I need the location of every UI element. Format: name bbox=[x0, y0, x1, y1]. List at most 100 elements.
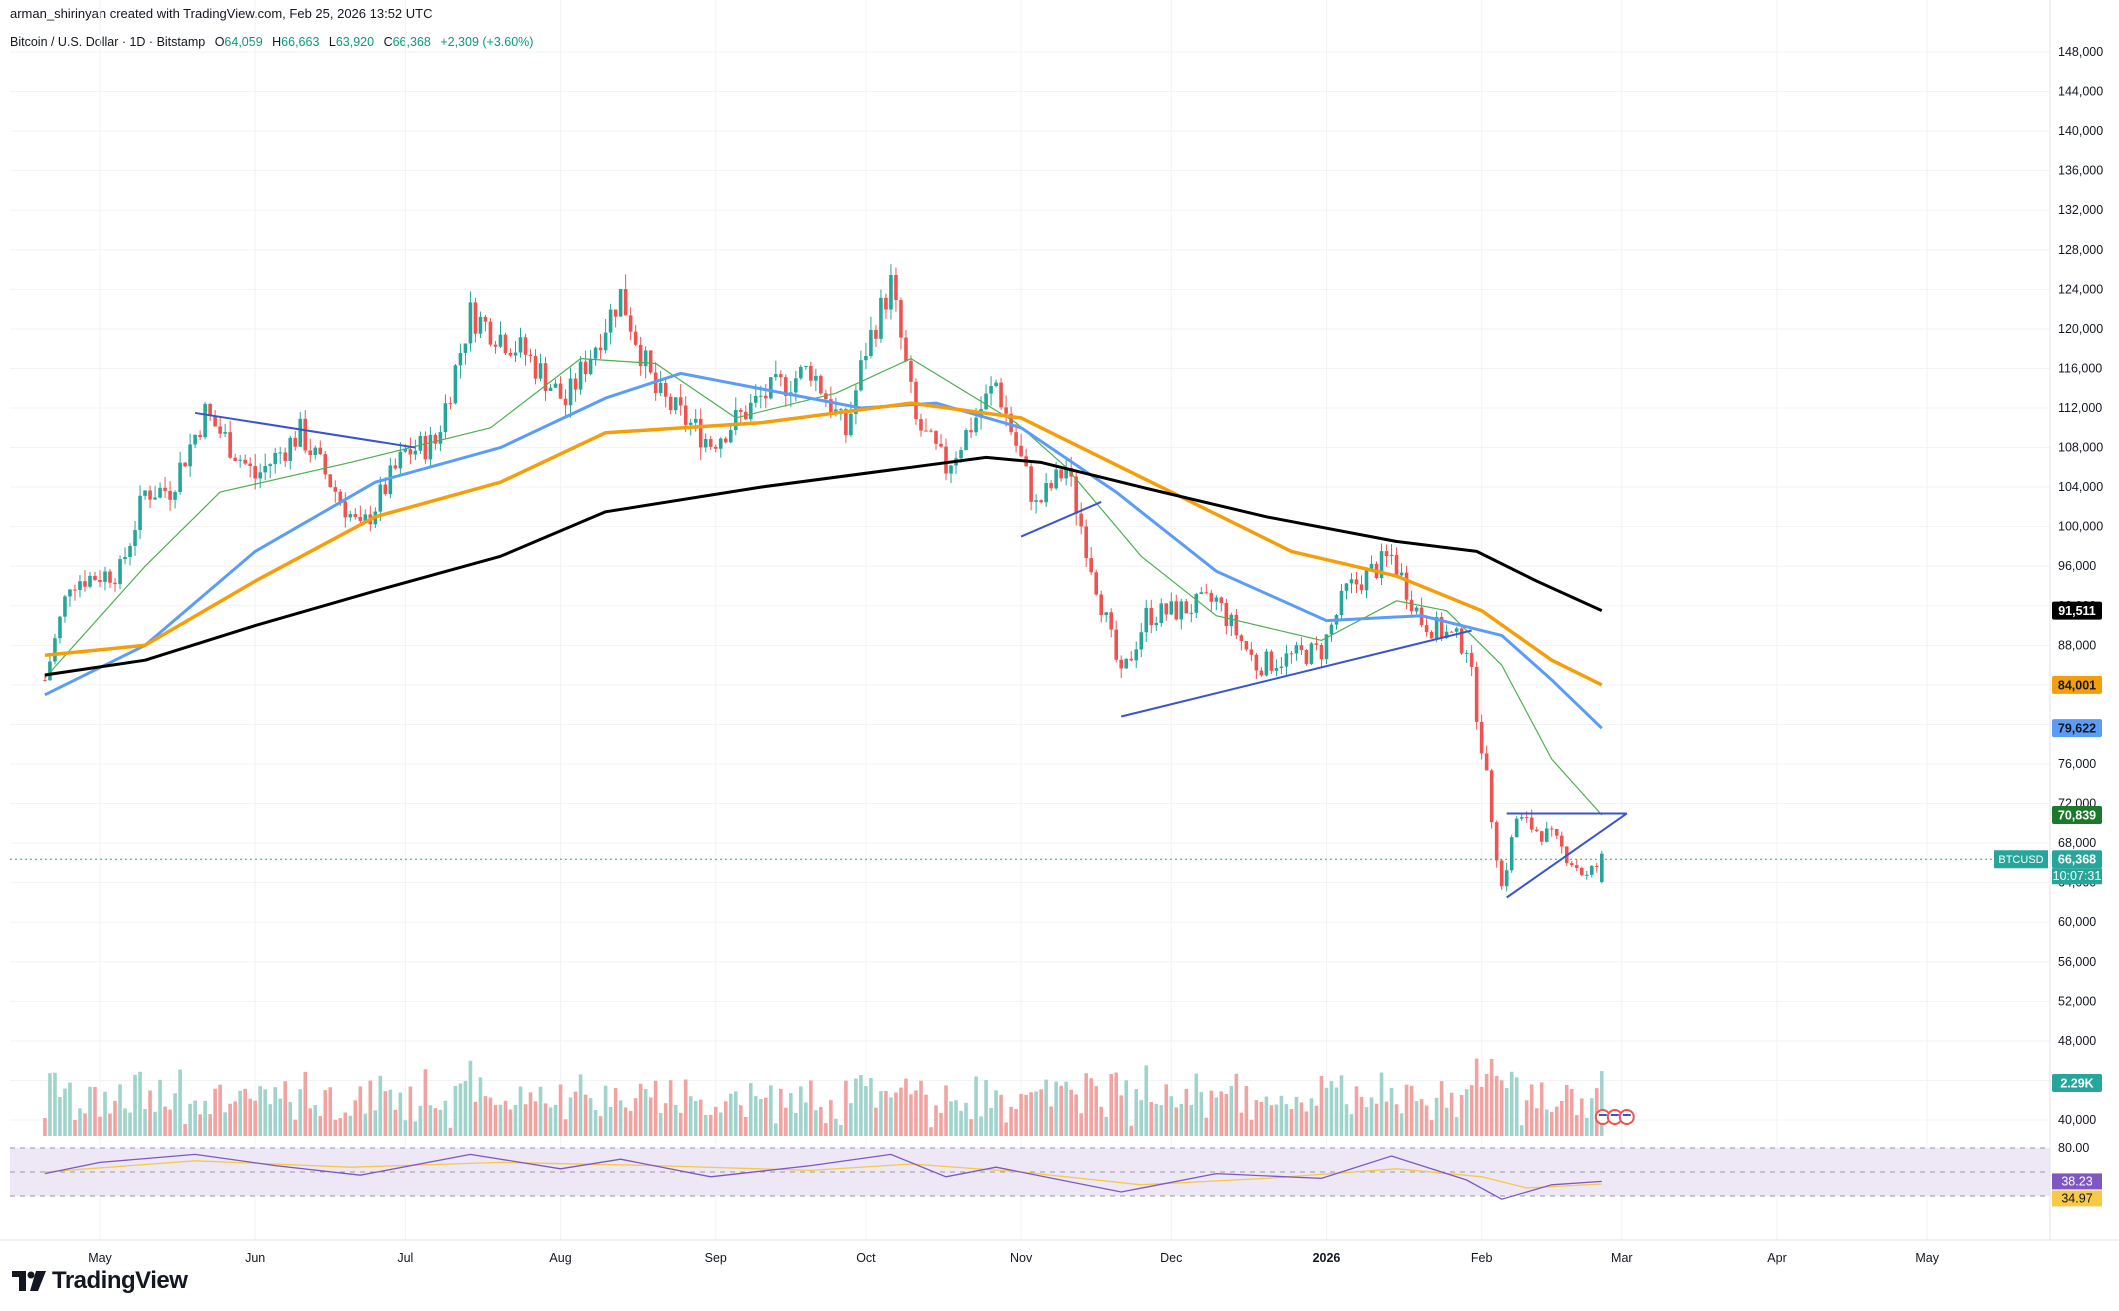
candle-body[interactable] bbox=[869, 329, 873, 357]
candle-body[interactable] bbox=[1109, 612, 1114, 630]
candle-body[interactable] bbox=[583, 361, 588, 375]
candle-body[interactable] bbox=[1049, 483, 1053, 489]
candle-body[interactable] bbox=[1394, 554, 1399, 576]
candle-body[interactable] bbox=[58, 616, 62, 639]
candle-body[interactable] bbox=[193, 434, 197, 445]
candle-body[interactable] bbox=[93, 575, 97, 581]
candle-body[interactable] bbox=[183, 462, 187, 467]
candle-body[interactable] bbox=[558, 383, 563, 399]
candle-body[interactable] bbox=[223, 432, 227, 434]
candle-body[interactable] bbox=[1339, 590, 1344, 616]
candle-body[interactable] bbox=[693, 418, 698, 423]
price-axis[interactable]: 148,000 144,000 140,000 136,000 132,000 128,0… bbox=[2058, 45, 2103, 1127]
candle-body[interactable] bbox=[934, 430, 938, 444]
rsi-pane[interactable]: 80.00 bbox=[10, 1141, 2089, 1200]
candle-body[interactable] bbox=[428, 434, 433, 460]
candle-body[interactable] bbox=[1434, 616, 1439, 639]
candle-body[interactable] bbox=[1034, 500, 1038, 502]
candle-body[interactable] bbox=[673, 397, 678, 411]
candle-body[interactable] bbox=[278, 452, 283, 454]
candle-body[interactable] bbox=[393, 465, 398, 469]
candle-body[interactable] bbox=[1079, 513, 1083, 527]
candle-body[interactable] bbox=[1584, 874, 1589, 876]
candle-body[interactable] bbox=[1269, 651, 1274, 671]
candle-body[interactable] bbox=[613, 309, 618, 317]
candle-body[interactable] bbox=[1029, 466, 1033, 502]
candle-body[interactable] bbox=[794, 378, 798, 393]
event-flag-icon[interactable] bbox=[1618, 1109, 1635, 1125]
candle-body[interactable] bbox=[1359, 584, 1364, 591]
candle-body[interactable] bbox=[378, 484, 383, 512]
candle-body[interactable] bbox=[443, 403, 448, 433]
candle-body[interactable] bbox=[718, 438, 723, 449]
candle-body[interactable] bbox=[969, 430, 973, 433]
candle-body[interactable] bbox=[118, 559, 122, 585]
candle-body[interactable] bbox=[198, 434, 202, 438]
candle-body[interactable] bbox=[68, 589, 72, 597]
candle-body[interactable] bbox=[208, 403, 212, 416]
candle-body[interactable] bbox=[1159, 603, 1164, 623]
candle-body[interactable] bbox=[623, 288, 628, 316]
trend-line[interactable] bbox=[194, 411, 416, 449]
candle-body[interactable] bbox=[819, 375, 823, 394]
candle-body[interactable] bbox=[293, 437, 298, 447]
candle-body[interactable] bbox=[248, 463, 252, 467]
candle-body[interactable] bbox=[648, 350, 653, 373]
candle-body[interactable] bbox=[1279, 666, 1284, 669]
candle-body[interactable] bbox=[88, 575, 92, 587]
candle-body[interactable] bbox=[253, 466, 257, 479]
candle-body[interactable] bbox=[698, 418, 703, 448]
candle-body[interactable] bbox=[829, 399, 833, 414]
candle-body[interactable] bbox=[1249, 649, 1254, 655]
candle-body[interactable] bbox=[423, 435, 428, 460]
candle-body[interactable] bbox=[1534, 829, 1539, 832]
candle-body[interactable] bbox=[914, 381, 918, 420]
candle-body[interactable] bbox=[1124, 658, 1129, 669]
candle-body[interactable] bbox=[508, 353, 513, 356]
candle-body[interactable] bbox=[1319, 644, 1324, 660]
candle-body[interactable] bbox=[478, 316, 483, 334]
candle-body[interactable] bbox=[578, 361, 583, 390]
candle-body[interactable] bbox=[814, 375, 818, 381]
candle-body[interactable] bbox=[1209, 592, 1214, 602]
candle-body[interactable] bbox=[774, 374, 778, 378]
candle-body[interactable] bbox=[1574, 865, 1579, 868]
candle-body[interactable] bbox=[1254, 654, 1259, 671]
tradingview-logo[interactable]: TradingView bbox=[12, 1267, 188, 1295]
candle-body[interactable] bbox=[1009, 413, 1013, 433]
candle-body[interactable] bbox=[1039, 500, 1043, 503]
candle-body[interactable] bbox=[1504, 870, 1509, 887]
candle-body[interactable] bbox=[603, 332, 608, 351]
candle-body[interactable] bbox=[1004, 407, 1008, 414]
candle-body[interactable] bbox=[1514, 818, 1519, 838]
candle-body[interactable] bbox=[1484, 753, 1489, 771]
candle-body[interactable] bbox=[563, 398, 568, 406]
candle-body[interactable] bbox=[343, 501, 348, 518]
candle-body[interactable] bbox=[1179, 601, 1184, 620]
candle-body[interactable] bbox=[1084, 526, 1088, 559]
candle-body[interactable] bbox=[108, 571, 112, 583]
candle-body[interactable] bbox=[899, 300, 903, 338]
candle-body[interactable] bbox=[1184, 601, 1189, 614]
candle-body[interactable] bbox=[488, 321, 493, 345]
candle-body[interactable] bbox=[668, 396, 673, 411]
candle-body[interactable] bbox=[1459, 628, 1464, 654]
candle-body[interactable] bbox=[593, 347, 598, 359]
candle-body[interactable] bbox=[548, 387, 553, 391]
candle-body[interactable] bbox=[1344, 583, 1349, 591]
candle-body[interactable] bbox=[243, 459, 247, 464]
candle-body[interactable] bbox=[1589, 866, 1594, 875]
candle-body[interactable] bbox=[924, 430, 928, 432]
symbol-ohlc-line[interactable]: Bitcoin / U.S. Dollar · 1D · Bitstamp O6… bbox=[10, 35, 533, 49]
candle-body[interactable] bbox=[1569, 863, 1574, 866]
candle-body[interactable] bbox=[1554, 828, 1559, 836]
candle-body[interactable] bbox=[763, 395, 768, 399]
candle-body[interactable] bbox=[103, 571, 107, 583]
candle-body[interactable] bbox=[498, 334, 503, 347]
candle-body[interactable] bbox=[298, 418, 303, 447]
candle-body[interactable] bbox=[48, 661, 52, 681]
candle-body[interactable] bbox=[283, 452, 288, 461]
candle-body[interactable] bbox=[503, 334, 508, 354]
candle-body[interactable] bbox=[1389, 554, 1394, 557]
candle-body[interactable] bbox=[1329, 624, 1334, 635]
